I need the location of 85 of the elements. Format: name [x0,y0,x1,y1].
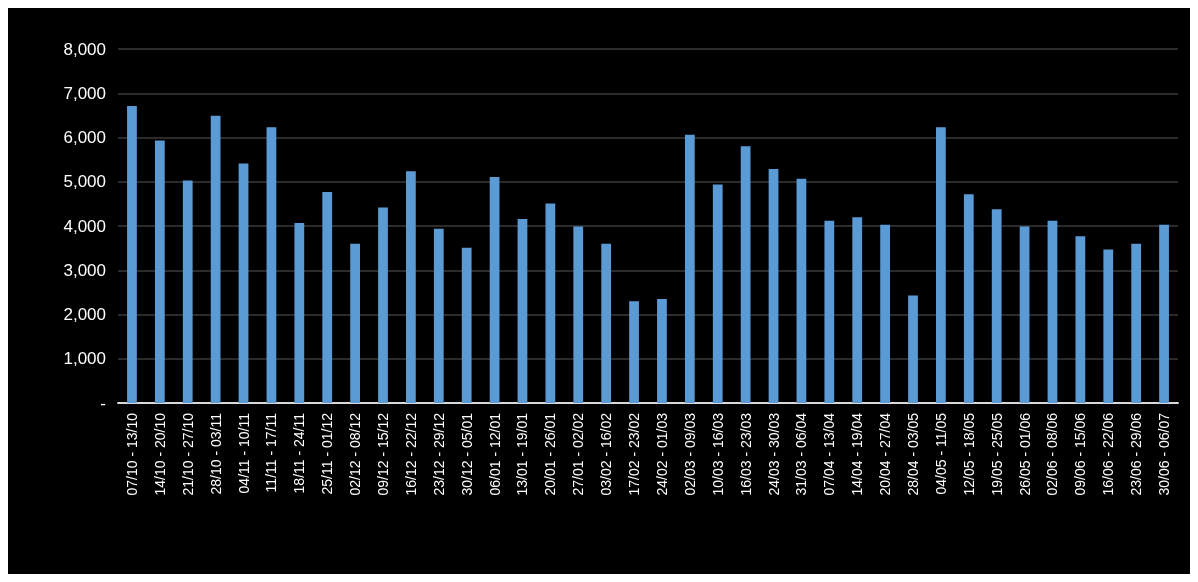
bar [433,228,444,403]
bar [378,207,388,403]
x-tick-label: 02/06 - 08/06 [1044,412,1061,496]
x-tick-label: 06/01 - 12/01 [486,412,503,496]
x-tick-label: 14/04 - 19/04 [849,412,866,496]
bar [684,134,695,403]
bar [936,127,946,403]
x-tick-label: 24/03 - 30/03 [765,412,782,496]
x-tick-label: 31/03 - 06/04 [793,412,810,496]
x-tick-label: 21/10 - 27/10 [179,412,196,496]
x-tick-label: 30/12 - 05/01 [458,412,475,496]
bar [963,194,974,403]
x-tick-label: 04/11 - 10/11 [235,412,252,494]
y-tick-label: 2,000 [63,305,106,324]
x-tick-label: 25/11 - 01/12 [319,412,336,495]
x-tick-label: 14/10 - 20/10 [151,412,168,496]
x-tick-label: 23/06 - 29/06 [1128,412,1145,496]
bar [824,220,835,403]
bar [796,178,807,403]
bar [1019,226,1030,403]
x-tick-label: 28/10 - 03/11 [207,412,224,495]
x-tick-label: 09/12 - 15/12 [375,412,391,496]
bar [406,171,416,403]
bar [154,140,165,403]
x-tick-label: 17/02 - 23/02 [626,412,643,496]
y-tick-label: 1,000 [63,349,106,369]
y-tick-label: - [100,393,106,413]
bar [573,226,584,403]
x-tick-label: 16/06 - 22/06 [1100,412,1117,496]
bar [350,243,360,403]
bar [127,106,137,403]
x-tick-label: 23/12 - 29/12 [430,412,447,496]
x-tick-label: 10/03 - 16/03 [709,412,726,496]
bar [712,184,723,403]
x-tick-label: 04/05 - 11/05 [932,412,949,495]
x-tick-label: 26/05 - 01/06 [1016,412,1033,496]
bar [601,243,612,403]
x-tick-label: 24/02 - 01/03 [653,412,670,496]
bar [461,247,472,403]
bar [1131,243,1142,403]
x-tick-label: 07/10 - 13/10 [123,412,140,496]
bar [1075,236,1086,403]
x-tick-label: 13/01 - 19/01 [514,412,531,496]
bar [210,115,221,403]
bar [1103,249,1114,403]
bar [1159,224,1169,403]
bar [1047,220,1058,403]
x-tick-label: 07/04 - 13/04 [821,412,838,496]
bar [489,176,500,403]
x-tick-label: 27/01 - 02/02 [570,412,587,496]
bar [768,168,779,403]
x-tick-label: 12/05 - 18/05 [960,412,977,496]
x-tick-label: 16/03 - 23/03 [737,412,754,496]
bar [880,224,890,403]
x-tick-label: 19/05 - 25/05 [988,412,1005,496]
bar [740,146,751,403]
x-tick-label: 30/06 - 06/07 [1156,412,1173,496]
x-tick-label: 20/01 - 26/01 [542,412,559,496]
x-tick-label: 20/04 - 27/04 [877,412,894,496]
y-tick-label: 5,000 [63,172,106,192]
bar [657,299,667,403]
x-tick-label: 28/04 - 03/05 [905,412,921,496]
bar [182,180,193,403]
y-tick-label: 4,000 [63,216,106,236]
y-tick-label: 3,000 [63,260,106,280]
bar [991,209,1002,403]
bar [266,127,277,403]
bar [629,301,639,403]
bar [908,295,918,403]
y-tick-label: 7,000 [63,83,106,103]
x-tick-label: 09/06 - 15/06 [1072,412,1089,496]
bar [294,222,305,403]
bar [238,163,249,403]
bar [517,218,528,403]
x-tick-label: 11/11 - 17/11 [263,412,280,493]
x-tick-label: 02/12 - 08/12 [347,412,364,496]
x-tick-label: 16/12 - 22/12 [402,412,419,496]
x-tick-label: 18/11 - 24/11 [291,412,308,494]
bar [852,217,863,403]
y-tick-label: 6,000 [63,128,106,147]
x-tick-label: 02/03 - 09/03 [681,412,698,496]
bar [322,191,333,403]
x-tick-label: 03/02 - 16/02 [598,412,615,496]
y-tick-label: 8,000 [63,39,106,59]
bar [545,203,556,403]
